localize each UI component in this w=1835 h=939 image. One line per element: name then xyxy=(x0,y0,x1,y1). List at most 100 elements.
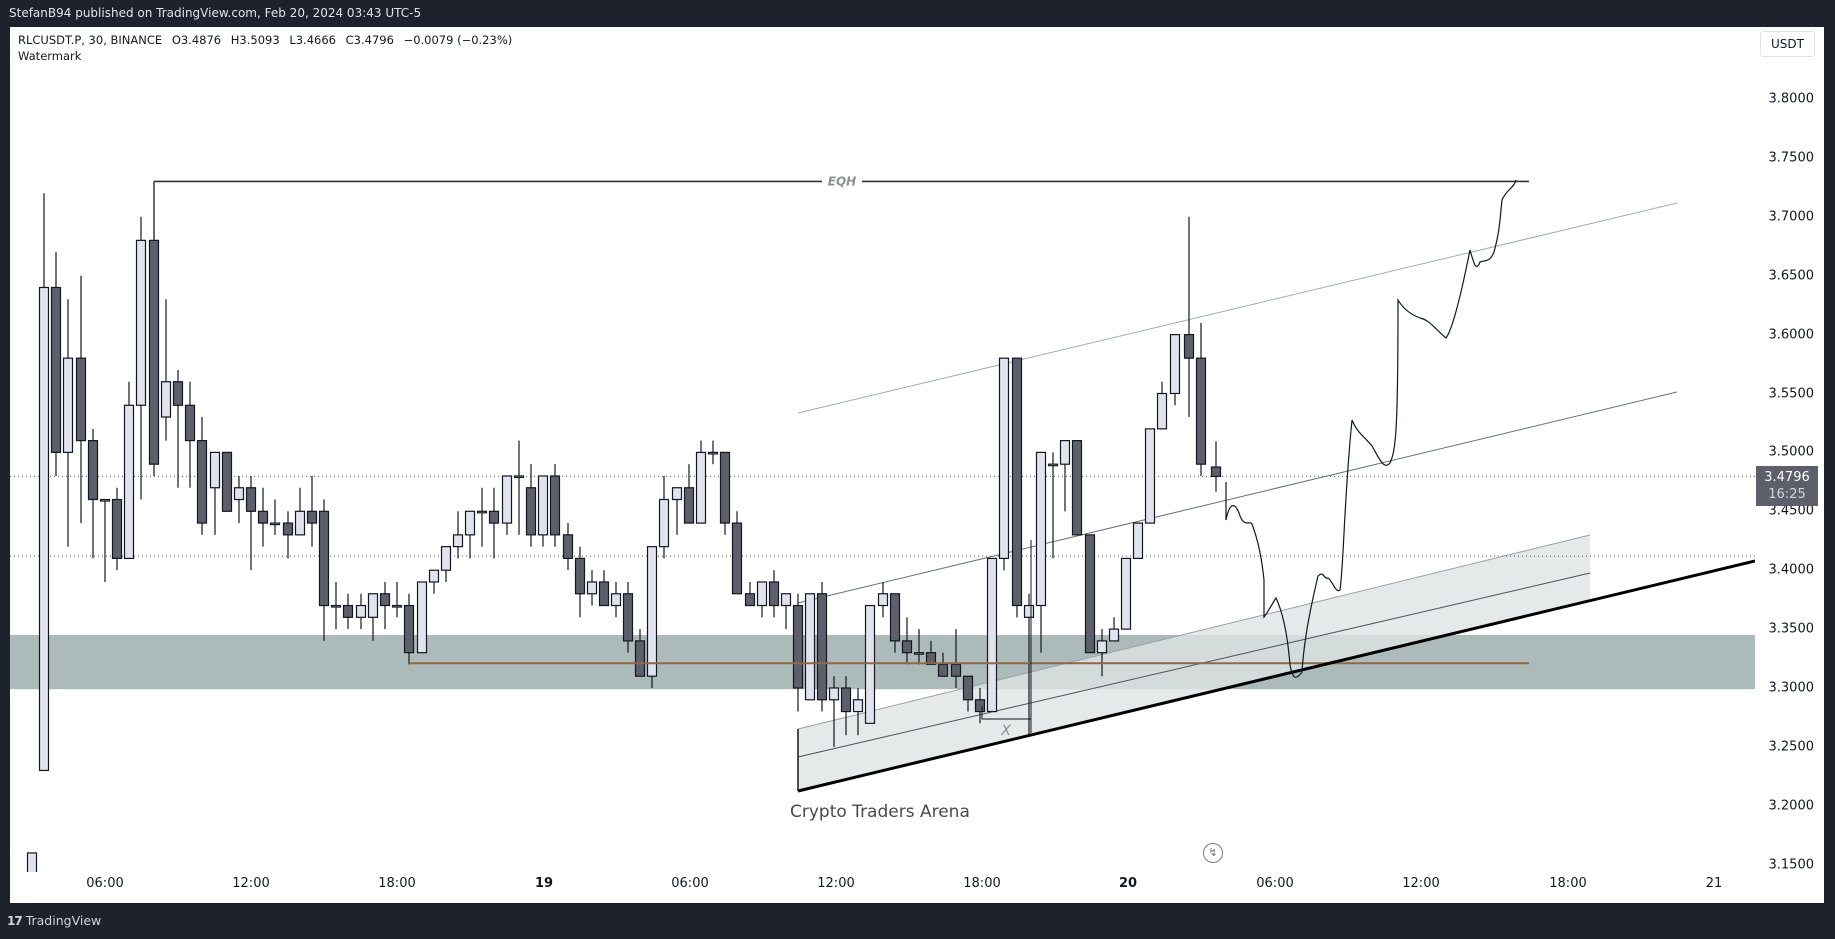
bull-candle[interactable] xyxy=(671,487,683,501)
currency-button[interactable]: USDT xyxy=(1760,31,1815,57)
bear-candle[interactable] xyxy=(889,593,901,642)
bull-candle[interactable] xyxy=(367,593,379,618)
bull-candle[interactable] xyxy=(233,487,245,501)
bear-candle[interactable] xyxy=(634,640,646,677)
bull-candle[interactable] xyxy=(391,604,403,608)
bear-candle[interactable] xyxy=(148,239,160,465)
bull-candle[interactable] xyxy=(160,381,172,418)
bull-candle[interactable] xyxy=(646,546,658,677)
bull-candle[interactable] xyxy=(1120,557,1132,630)
bull-candle[interactable] xyxy=(586,581,598,595)
bull-candle[interactable] xyxy=(852,699,864,713)
bull-candle[interactable] xyxy=(707,451,719,455)
projected-path[interactable] xyxy=(1225,179,1517,678)
bear-candle[interactable] xyxy=(1210,466,1222,478)
bull-candle[interactable] xyxy=(537,475,549,536)
bear-candle[interactable] xyxy=(488,510,500,524)
channel-upper-line[interactable] xyxy=(797,534,1591,730)
bear-candle[interactable] xyxy=(792,604,804,689)
bear-candle[interactable] xyxy=(282,522,294,536)
bull-candle[interactable] xyxy=(780,593,792,607)
bull-candle[interactable] xyxy=(658,498,670,548)
bull-candle[interactable] xyxy=(501,475,513,524)
bear-candle[interactable] xyxy=(840,687,852,713)
bear-candle[interactable] xyxy=(901,640,913,654)
bear-candle[interactable] xyxy=(245,487,257,512)
bear-candle[interactable] xyxy=(196,440,208,524)
bear-candle[interactable] xyxy=(950,663,962,677)
bull-candle[interactable] xyxy=(26,852,38,877)
bull-candle[interactable] xyxy=(476,510,488,514)
bear-candle[interactable] xyxy=(562,534,574,560)
bull-candle[interactable] xyxy=(294,510,306,536)
bear-candle[interactable] xyxy=(574,557,586,595)
bull-candle[interactable] xyxy=(428,569,440,583)
bull-candle[interactable] xyxy=(209,451,221,489)
bear-candle[interactable] xyxy=(403,604,415,654)
bear-candle[interactable] xyxy=(768,581,780,607)
bear-candle[interactable] xyxy=(1011,357,1023,607)
bear-candle[interactable] xyxy=(622,593,634,642)
indicator-label[interactable]: Watermark xyxy=(18,49,82,63)
bear-candle[interactable] xyxy=(1084,534,1096,654)
bull-candle[interactable] xyxy=(864,604,876,724)
bear-candle[interactable] xyxy=(962,675,974,701)
bear-candle[interactable] xyxy=(221,451,233,512)
bull-candle[interactable] xyxy=(1047,463,1059,467)
bear-candle[interactable] xyxy=(549,475,561,536)
bear-candle[interactable] xyxy=(184,404,196,442)
bull-candle[interactable] xyxy=(610,593,622,607)
mid-channel-line[interactable] xyxy=(797,391,1678,604)
upper-channel-line[interactable] xyxy=(797,202,1678,414)
bull-candle[interactable] xyxy=(123,404,135,560)
bull-candle[interactable] xyxy=(877,593,889,607)
trendline[interactable] xyxy=(797,559,1755,793)
bull-candle[interactable] xyxy=(269,522,281,526)
bull-candle[interactable] xyxy=(1059,440,1071,465)
bull-candle[interactable] xyxy=(1156,392,1168,430)
bear-candle[interactable] xyxy=(925,652,937,666)
bear-candle[interactable] xyxy=(379,593,391,607)
bear-candle[interactable] xyxy=(342,604,354,618)
bull-candle[interactable] xyxy=(330,604,342,608)
bear-candle[interactable] xyxy=(683,487,695,524)
bull-candle[interactable] xyxy=(355,604,367,618)
bull-candle[interactable] xyxy=(62,357,74,454)
bear-candle[interactable] xyxy=(172,381,184,406)
bear-candle[interactable] xyxy=(974,699,986,713)
lightning-icon[interactable]: ↯ xyxy=(1203,843,1223,863)
bear-candle[interactable] xyxy=(1183,334,1195,359)
bull-candle[interactable] xyxy=(1096,640,1108,654)
demand-zone[interactable] xyxy=(10,634,1755,690)
bear-candle[interactable] xyxy=(87,440,99,501)
bear-candle[interactable] xyxy=(816,593,828,701)
bull-candle[interactable] xyxy=(1132,522,1144,560)
bull-candle[interactable] xyxy=(1144,428,1156,524)
bull-candle[interactable] xyxy=(986,557,998,713)
bear-candle[interactable] xyxy=(50,286,62,454)
bull-candle[interactable] xyxy=(440,546,452,571)
bull-candle[interactable] xyxy=(804,593,816,701)
bull-candle[interactable] xyxy=(1169,334,1181,395)
tradingview-logo[interactable]: 17 TradingView xyxy=(7,913,101,928)
bull-candle[interactable] xyxy=(756,581,768,607)
channel-fill-lower[interactable] xyxy=(798,573,1590,791)
bull-candle[interactable] xyxy=(416,581,428,654)
bull-candle[interactable] xyxy=(464,510,476,536)
symbol-label[interactable]: RLCUSDT.P, 30, BINANCE xyxy=(18,33,163,47)
bear-candle[interactable] xyxy=(719,451,731,524)
bull-candle[interactable] xyxy=(513,475,525,479)
bull-candle[interactable] xyxy=(135,239,147,406)
bull-candle[interactable] xyxy=(38,286,50,772)
bear-candle[interactable] xyxy=(111,498,123,560)
bear-candle[interactable] xyxy=(744,593,756,607)
bear-candle[interactable] xyxy=(318,510,330,607)
bull-candle[interactable] xyxy=(998,357,1010,560)
bear-candle[interactable] xyxy=(306,510,318,524)
bull-candle[interactable] xyxy=(828,687,840,701)
price-axis[interactable]: 3.8000 3.7500 3.7000 3.6500 3.6000 3.5500 3.50… xyxy=(1755,27,1824,873)
bull-candle[interactable] xyxy=(1035,451,1047,607)
bull-candle[interactable] xyxy=(1108,628,1120,642)
bull-candle[interactable] xyxy=(913,652,925,655)
